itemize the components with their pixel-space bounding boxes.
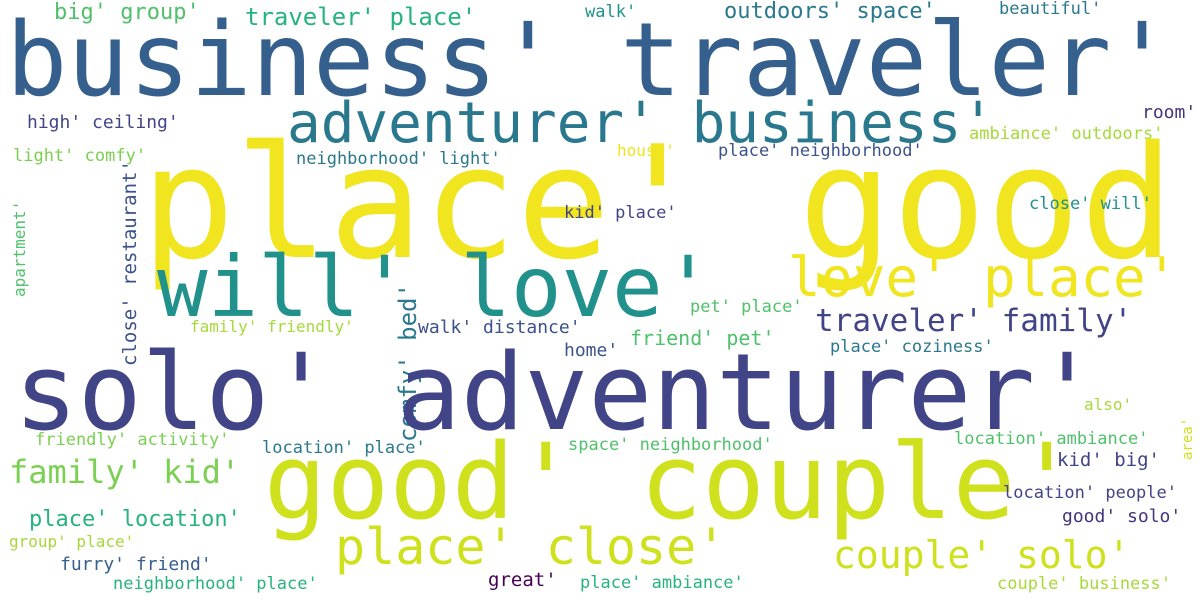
word-outdoors-space: outdoors' space' [724,0,936,24]
word-apartment: apartment' [10,200,29,297]
word-business-traveler: business' traveler' [6,1,1173,120]
word-close-will: close' will' [1029,194,1152,214]
word-love-place: love' place' [788,246,1179,309]
word-location-place: location' place' [262,438,426,458]
word-beautiful: beautiful' [999,0,1102,19]
word-friendly-activity: friendly' activity' [35,430,230,450]
word-place-location: place' location' [29,507,241,532]
word-place-coziness: place' coziness' [830,337,994,357]
word-light-comfy: light' comfy' [13,146,147,166]
word-neighborhood-light: neighborhood' light' [296,149,501,169]
word-great: great' [488,569,557,591]
word-family-kid: family' kid' [9,453,241,491]
word-traveler-family: traveler' family' [815,303,1133,339]
word-location-people: location' people' [1003,483,1177,503]
word-kid-place: kid' place' [564,203,677,223]
word-good-solo: good' solo' [1062,506,1182,527]
word-friend-pet: friend' pet' [630,326,775,350]
word-kid-big: kid' big' [1057,449,1160,471]
word-walk: walk' [585,2,637,22]
word-adventurer-business: adventurer' business' [287,91,996,156]
word-place-close: place' close' [335,518,727,576]
word-location-ambiance: location' ambiance' [954,429,1149,449]
word-neighborhood-place: neighborhood' place' [113,574,318,594]
word-couple-solo: couple' solo' [833,533,1131,577]
word-pet-place: pet' place' [690,297,803,317]
word-space-neighborhood: space' neighborhood' [568,435,773,455]
word-area: area' [1180,417,1196,460]
word-good-couple: good' couple' [264,421,1078,543]
word-will-love: will' love' [157,238,714,336]
word-furry-friend: furry' friend' [60,554,212,575]
word-place-neighborhood: place' neighborhood' [718,141,923,161]
word-walk-distance: walk' distance' [418,317,581,338]
word-high-ceiling: high' ceiling' [27,112,179,133]
word-room: room' [1142,102,1197,123]
word-big-group: big' group' [54,0,200,25]
word-place-ambiance: place' ambiance' [580,573,744,593]
word-group-place: group' place' [9,532,135,551]
word-family-friendly: family' friendly' [190,317,354,336]
word-solo-adventurer: solo' adventurer' [14,331,1099,454]
word-home: home' [564,340,619,361]
word-also: also' [1084,395,1133,414]
word-house: house' [617,141,675,160]
word-traveler-place: traveler' place' [245,3,477,31]
word-ambiance-outdoors: ambiance' outdoors' [969,124,1164,144]
word-place-good: place' good' [141,112,1200,294]
word-couple-business: couple' business' [997,574,1171,594]
